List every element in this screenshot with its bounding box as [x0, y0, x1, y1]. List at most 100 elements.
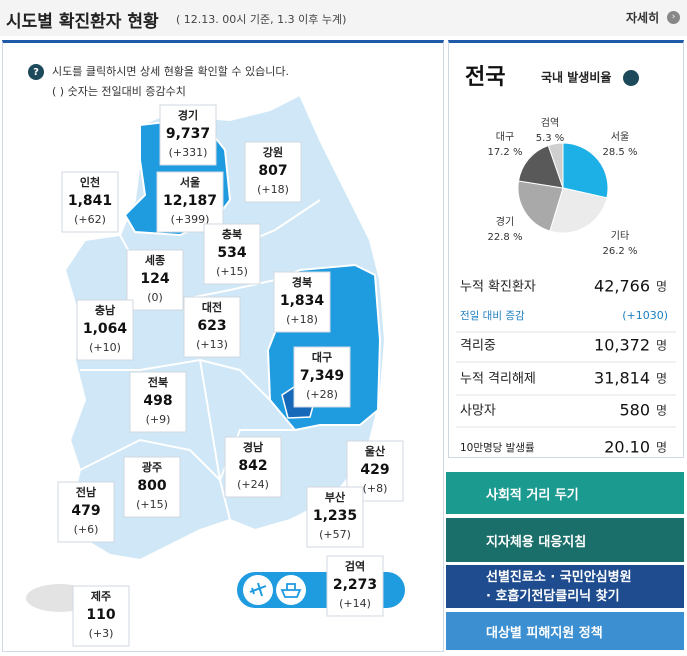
region-box — [57, 481, 115, 543]
region-name: 경북 — [292, 275, 312, 289]
region-box — [326, 555, 384, 617]
link-text: 대상별 피해지원 정책 — [486, 625, 603, 641]
pie-value: 26.2 % — [603, 246, 638, 257]
pie-label: 서울 — [611, 131, 629, 143]
map-border — [199, 359, 231, 521]
region-total: 429 — [360, 462, 389, 478]
region[interactable]: 전남 479 (+6) — [57, 481, 115, 543]
stat-label: 전일 대비 증감 — [460, 309, 525, 322]
link-support[interactable]: 대상별 피해지원 정책 — [446, 612, 684, 650]
pie-label: 기타 — [611, 230, 629, 242]
region-name: 검역 — [345, 559, 365, 573]
summary-title: 전국 — [465, 65, 505, 90]
region[interactable]: 충남 1,064 (+10) — [76, 299, 134, 361]
stat-unit: 명 — [656, 280, 667, 294]
region-change: (+13) — [196, 338, 228, 351]
region-change: (+14) — [339, 597, 371, 610]
pie-slice — [517, 180, 564, 232]
region-box — [244, 141, 302, 203]
help-icon — [623, 70, 639, 86]
stat-value: 20.10 — [604, 438, 650, 457]
region[interactable]: 충북 534 (+15) — [203, 223, 261, 285]
region-total: 1,834 — [280, 293, 325, 309]
link-text: 지자체용 대응지침 — [486, 534, 587, 550]
stat-value: 10,372 — [594, 336, 650, 355]
region[interactable]: 세종 124 (0) — [126, 249, 184, 311]
region-change: (+3) — [89, 627, 114, 640]
region-box — [123, 456, 181, 518]
help-icon — [28, 64, 44, 80]
region-name: 울산 — [365, 444, 385, 458]
region-total: 807 — [258, 163, 287, 179]
region-box — [156, 171, 224, 233]
region[interactable]: 강원 807 (+18) — [244, 141, 302, 203]
region[interactable]: 대전 623 (+13) — [183, 296, 241, 358]
region-name: 서울 — [180, 175, 200, 189]
region-box — [159, 104, 217, 166]
region[interactable]: 경북 1,834 (+18) — [273, 271, 331, 333]
region-box — [273, 271, 331, 333]
header: 시도별 확진환자 현황 ( 12.13. 00시 기준, 1.3 이후 누계) … — [0, 0, 687, 36]
stat-label: 격리중 — [460, 339, 496, 354]
region[interactable]: 서울 12,187 (+399) — [156, 171, 224, 233]
region-name: 인천 — [80, 175, 100, 189]
region[interactable]: 광주 800 (+15) — [123, 456, 181, 518]
stat-value: 42,766 — [594, 277, 650, 296]
map-note: ( ) 숫자는 전일대비 증감수치 — [52, 84, 186, 98]
stat-unit: 명 — [656, 339, 667, 353]
region-total: 479 — [71, 503, 100, 519]
region-total: 12,187 — [163, 193, 217, 209]
region-change: (+331) — [169, 146, 208, 159]
region-change: (+15) — [216, 265, 248, 278]
region[interactable]: 경남 842 (+24) — [224, 436, 282, 498]
region-name: 대전 — [202, 300, 222, 314]
ship — [280, 583, 302, 598]
map-border — [79, 429, 295, 482]
map-note: 시도를 클릭하시면 상세 현황을 확인할 수 있습니다. — [52, 64, 289, 78]
stat-unit: 명 — [656, 441, 667, 455]
region-total: 800 — [137, 478, 166, 494]
region[interactable]: 경기 9,737 (+331) — [159, 104, 217, 166]
region-name: 경남 — [243, 440, 263, 454]
map-panel — [2, 40, 444, 652]
region-name: 충남 — [95, 303, 115, 317]
pie-slice — [547, 142, 564, 189]
stat-value: (+1030) — [622, 309, 668, 322]
region[interactable]: 검역 2,273 (+14) — [326, 555, 384, 617]
stat-label: 누적 확진환자 — [460, 280, 536, 295]
link-text: 선별진료소 · 국민안심병원 — [486, 569, 632, 585]
link-guideline[interactable]: 지자체용 대응지침 — [446, 518, 684, 562]
pie-value: 17.2 % — [488, 147, 523, 158]
region[interactable]: 전북 498 (+9) — [129, 371, 187, 433]
region-box — [72, 585, 130, 647]
title: 시도별 확진환자 현황 — [6, 12, 159, 32]
region-name: 강원 — [263, 145, 283, 159]
summary-panel — [448, 40, 684, 458]
region-change: (0) — [147, 291, 163, 304]
region[interactable]: 인천 1,841 (+62) — [61, 171, 119, 233]
region[interactable]: 부산 1,235 (+57) — [306, 486, 364, 548]
region-total: 1,064 — [83, 321, 128, 337]
region-total: 1,235 — [313, 508, 357, 524]
region-name: 광주 — [142, 461, 162, 474]
region-name: 경기 — [178, 108, 198, 122]
region-box — [183, 296, 241, 358]
region-total: 498 — [143, 393, 172, 409]
region[interactable]: 제주 110 (+3) — [72, 585, 130, 647]
region-total: 2,273 — [333, 577, 377, 593]
region-change: (+57) — [319, 528, 351, 541]
link-clinic[interactable]: 선별진료소 · 국민안심병원 · 호흡기전담클리닉 찾기 — [446, 565, 684, 608]
pie-label: 검역 — [541, 117, 559, 129]
region-total: 534 — [217, 245, 246, 261]
link-distancing[interactable]: 사회적 거리 두기 — [446, 472, 684, 514]
more-button[interactable]: 자세히 — [626, 11, 660, 25]
stat-label: 10만명당 발생률 — [460, 442, 535, 454]
more-icon[interactable]: › — [667, 11, 680, 24]
region-box — [129, 371, 187, 433]
region-box — [293, 346, 351, 408]
region[interactable]: 대구 7,349 (+28) — [293, 346, 351, 408]
region-change: (+10) — [89, 341, 121, 354]
region-change: (+62) — [74, 213, 106, 226]
region-box — [306, 486, 364, 548]
